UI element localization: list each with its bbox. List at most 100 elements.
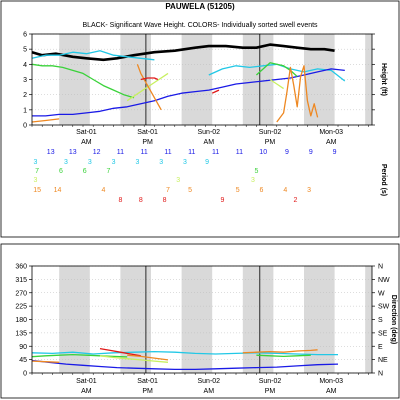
period-value: 3 <box>33 159 37 166</box>
time-label-day: Sat-01 <box>76 129 97 136</box>
y-tick-label: 3 <box>23 77 27 84</box>
series-line-yellowgreen <box>126 72 169 102</box>
time-label-ampm: AM <box>81 388 92 395</box>
night-shade <box>242 34 274 125</box>
period-value: 3 <box>112 159 116 166</box>
period-value: 8 <box>139 197 143 204</box>
period-value: 8 <box>118 197 122 204</box>
series-line-orange <box>31 118 60 123</box>
plot-frame <box>31 33 373 126</box>
period-value: 10 <box>259 149 267 156</box>
time-label-ampm: AM <box>326 139 337 146</box>
time-label-day: Sat-01 <box>137 129 158 136</box>
period-value: 13 <box>47 149 55 156</box>
upper-frame <box>0 0 400 238</box>
y-tick-label: 2 <box>23 92 27 99</box>
y-tick-label: 0 <box>23 123 27 130</box>
period-value: 9 <box>309 149 313 156</box>
period-value: 9 <box>220 197 224 204</box>
time-label-ampm: PM <box>142 139 153 146</box>
compass-label: NW <box>378 277 390 284</box>
night-shade <box>181 266 213 373</box>
compass-label: SE <box>378 330 388 337</box>
period-value: 5 <box>188 187 192 194</box>
period-value: 3 <box>183 159 187 166</box>
period-value: 11 <box>117 149 124 156</box>
series-line-green <box>31 353 128 358</box>
compass-label: N <box>378 264 383 271</box>
y-tick-label: 1 <box>23 107 27 114</box>
period-value: 3 <box>135 159 139 166</box>
period-value: 6 <box>260 187 264 194</box>
period-value: 6 <box>83 168 87 175</box>
period-value: 9 <box>285 149 289 156</box>
period-value: 7 <box>166 187 170 194</box>
period-value: 5 <box>236 187 240 194</box>
time-label-ampm: AM <box>204 388 215 395</box>
period-value: 6 <box>59 168 63 175</box>
period-value: 11 <box>188 149 195 156</box>
period-value: 3 <box>176 177 180 184</box>
period-value: 4 <box>283 187 287 194</box>
time-label-day: Sat-01 <box>76 378 97 385</box>
series-line-cyan <box>31 50 155 61</box>
y-tick-label: 45 <box>19 357 27 364</box>
series-line-red <box>140 77 159 81</box>
y-tick-label: 135 <box>15 330 27 337</box>
period-value: 3 <box>159 159 163 166</box>
y-tick-label: 315 <box>15 277 27 284</box>
period-value: 9 <box>333 149 337 156</box>
period-value: 2 <box>294 197 298 204</box>
time-label-day: Sun-02 <box>198 129 221 136</box>
y-tick-label: 180 <box>15 317 27 324</box>
period-value: 11 <box>212 149 219 156</box>
series-line-red <box>99 347 141 357</box>
period-value: 11 <box>141 149 148 156</box>
period-value: 3 <box>64 159 68 166</box>
period-axis-label: Period (s) <box>380 164 387 196</box>
y-tick-label: 90 <box>19 344 27 351</box>
compass-label: S <box>378 317 383 324</box>
period-value: 3 <box>33 177 37 184</box>
period-value: 13 <box>69 149 77 156</box>
period-value: 3 <box>88 159 92 166</box>
y-tick-label: 225 <box>15 304 27 311</box>
compass-label: E <box>378 344 383 351</box>
series-line-yellowgreen <box>99 355 169 363</box>
y-tick-label: 360 <box>15 264 27 271</box>
period-value: 11 <box>236 149 243 156</box>
y-axis-label: Height (ft) <box>380 63 387 96</box>
period-value: 14 <box>54 187 62 194</box>
period-value: 11 <box>164 149 171 156</box>
time-label-day: Sun-02 <box>198 378 221 385</box>
period-value: 5 <box>254 168 258 175</box>
lower-frame <box>0 243 400 399</box>
y-tick-label: 4 <box>23 62 27 69</box>
series-line-blue <box>31 359 339 371</box>
y-tick-label: 6 <box>23 32 27 39</box>
series-line-green <box>256 354 311 358</box>
period-value: 12 <box>93 149 101 156</box>
y-tick-label: 270 <box>15 290 27 297</box>
series-line-yellowgreen <box>269 78 284 90</box>
time-label-ampm: PM <box>142 388 153 395</box>
time-label-day: Sun-02 <box>259 378 282 385</box>
series-line-orange <box>242 349 318 354</box>
time-label-ampm: PM <box>265 388 276 395</box>
chart-title: PAUWELA (51205) <box>165 2 235 11</box>
time-label-day: Sun-02 <box>259 129 282 136</box>
period-value: 9 <box>205 159 209 166</box>
chart-subtitle: BLACK- Significant Wave Height. COLORS- … <box>82 22 318 29</box>
series-line-orange <box>136 64 162 111</box>
series-line-green <box>31 63 135 99</box>
time-label-day: Sat-01 <box>137 378 158 385</box>
y-tick-label: 5 <box>23 47 27 54</box>
series-line-red <box>211 89 220 94</box>
y-axis-label: Direction (deg) <box>390 295 397 344</box>
y-tick-label: 0 <box>23 371 27 378</box>
time-label-ampm: AM <box>204 139 215 146</box>
height-panel: 0 1 2 3 4 5 6 Height (ft) Sat-01 AM Sat-01 PM Sun-02… <box>23 32 387 147</box>
series-line-orange <box>127 354 169 361</box>
